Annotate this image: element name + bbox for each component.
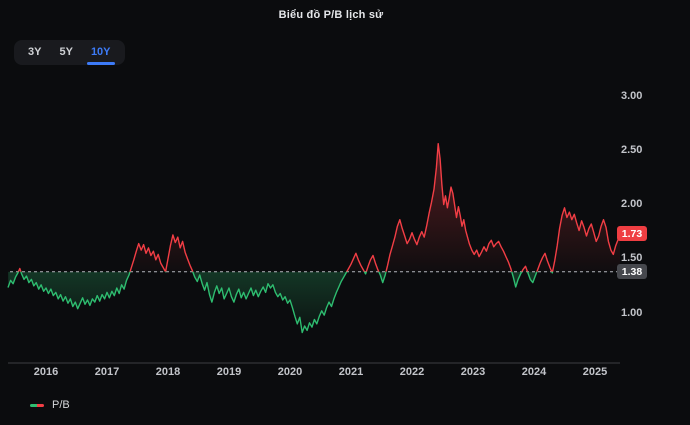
x-axis-tick-label: 2019	[216, 366, 242, 378]
x-axis-tick-label: 2022	[399, 366, 425, 378]
page-title: Biểu đồ P/B lịch sử	[278, 9, 384, 21]
y-axis-tick-label: 3.00	[621, 89, 643, 102]
x-axis-tick-label: 2023	[460, 366, 486, 378]
range-button-3y[interactable]: 3Y	[19, 43, 50, 62]
range-button-10y-label: 10Y	[90, 46, 111, 58]
area-fill-below-baseline	[8, 271, 620, 333]
x-axis-tick-label: 2016	[33, 366, 59, 378]
pb-series-legend-marker-icon	[30, 403, 44, 407]
legend-series-label: P/B	[52, 399, 70, 411]
baseline-value-badge: 1.38	[617, 264, 647, 280]
legend: P/B	[30, 399, 70, 411]
range-switcher: 3Y 5Y 10Y	[14, 40, 125, 65]
active-range-underline	[86, 62, 115, 65]
x-axis-tick-label: 2025	[582, 366, 608, 378]
pb-line-below-baseline	[7, 271, 554, 334]
range-button-3y-label: 3Y	[28, 46, 42, 58]
area-fill-above-baseline	[8, 143, 620, 272]
range-button-5y-label: 5Y	[59, 46, 73, 58]
y-axis-tick-label: 2.00	[621, 198, 643, 210]
x-axis-tick-label: 2021	[338, 366, 364, 378]
x-axis-tick-label: 2018	[155, 366, 181, 378]
y-axis-tick-label: 1.50	[621, 252, 643, 265]
x-axis-tick-label: 2024	[521, 366, 547, 378]
current-value-badge: 1.73	[617, 226, 647, 242]
x-axis-tick-label: 2020	[277, 366, 303, 378]
x-axis-tick-label: 2017	[94, 366, 120, 378]
range-button-10y[interactable]: 10Y	[82, 43, 120, 65]
y-axis-tick-label: 1.00	[621, 306, 643, 319]
range-button-5y[interactable]: 5Y	[50, 43, 81, 62]
y-axis-tick-label: 2.50	[621, 143, 643, 156]
